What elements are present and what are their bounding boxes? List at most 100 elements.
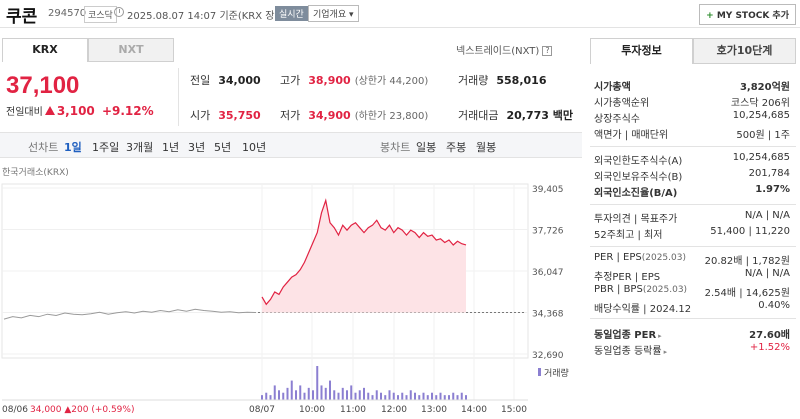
candle-chart-label: 봉차트 [380, 141, 411, 154]
volume-bar [358, 390, 361, 400]
invest-row-label: 추정PER | EPS [594, 272, 661, 283]
invest-row: 동일업종 PER ▸ 27.60배 [594, 326, 790, 341]
period-5y[interactable]: 5년 [214, 141, 232, 154]
period-3y[interactable]: 3년 [188, 141, 206, 154]
live-badge[interactable]: 실시간 [275, 6, 308, 21]
exchange-label: 한국거래소(KRX) [2, 168, 69, 178]
invest-row-label: 52주최고 | 최저 [594, 230, 663, 241]
period-1d[interactable]: 1일 [64, 141, 82, 154]
volume-bar [261, 395, 263, 400]
x-tick-label: 11:00 [340, 405, 366, 415]
market-badge: 코스닥 [84, 6, 117, 23]
invest-row-label: 상장주식수 [594, 114, 640, 125]
volume-label: 거래량 [544, 367, 569, 379]
volume-bar [426, 395, 429, 400]
divider [178, 68, 179, 126]
x-tick-label: 15:00 [501, 405, 527, 415]
volume-bar [337, 392, 340, 400]
add-my-stock-button[interactable]: + MY STOCK 추가 [699, 4, 796, 25]
invest-row-label: 시가총액 [594, 82, 631, 93]
chevron-right-icon[interactable]: ▸ [658, 332, 662, 340]
volume-bar [422, 392, 425, 400]
invest-row-value: 1.97% [755, 184, 790, 195]
invest-row-value: 10,254,685 [732, 110, 790, 121]
volume-bar [324, 387, 327, 400]
volume-bar [354, 392, 357, 400]
invest-row-label: 액면가 | 매매단위 [594, 130, 669, 141]
chevron-down-icon: ▾ [349, 10, 354, 20]
volume-bar [346, 390, 348, 400]
tab-krx[interactable]: KRX [2, 38, 88, 62]
volume-bar [409, 390, 412, 400]
period-1w[interactable]: 1주일 [92, 141, 120, 154]
price-chart[interactable]: 39,405 37,726 36,047 34,368 32,690 08/07 10:00… [0, 178, 582, 419]
volume-bar [269, 395, 272, 400]
invest-row-value: 10,254,685 [732, 152, 790, 163]
invest-row-value: 51,400 | 11,220 [710, 226, 790, 237]
stock-name: 쿠콘 [6, 7, 38, 27]
volume-bar [303, 392, 306, 400]
tab-orderbook[interactable]: 호가10단계 [693, 38, 796, 64]
volume-bar [333, 390, 336, 400]
candle-daily[interactable]: 일봉 [416, 141, 437, 154]
volume-bar [443, 395, 446, 400]
y-tick-label: 37,726 [532, 227, 564, 237]
volume-bar [431, 392, 433, 400]
invest-row-label: 시가총액순위 [594, 98, 650, 109]
candle-monthly[interactable]: 월봉 [476, 141, 497, 154]
invest-row-value: +1.52% [749, 342, 790, 353]
volume-bar [273, 385, 276, 400]
plus-icon: + [706, 11, 714, 21]
volume-bar [375, 390, 378, 400]
tab-nxt[interactable]: NXT [88, 38, 174, 62]
volume-bar [397, 395, 399, 400]
volume-bar [460, 392, 463, 400]
volume-bar [282, 392, 285, 400]
x-tick-label: 12:00 [381, 405, 407, 415]
volume-bar [456, 395, 459, 400]
volume-bar [405, 395, 408, 400]
help-icon[interactable]: ? [542, 46, 553, 56]
volume-bar [290, 380, 293, 400]
period-1y[interactable]: 1년 [162, 141, 180, 154]
invest-row-label: 외국인보유주식수(B) [594, 172, 683, 183]
period-10y[interactable]: 10년 [242, 141, 267, 154]
volume-bar [295, 390, 297, 400]
volume-bar [371, 395, 374, 400]
invest-row-value: 코스닥 206위 [730, 98, 790, 109]
invest-row-value: 2.54배 | 14,625원 [704, 288, 790, 299]
volume-bar [307, 387, 310, 400]
invest-row: 외국인소진율(B/A) 1.97% [594, 184, 790, 199]
x-tick-label: 08/07 [249, 405, 275, 415]
invest-row-value: N/A | N/A [744, 268, 790, 279]
series-area-today [262, 200, 466, 313]
volume-bar [418, 395, 421, 400]
tab-invest-info[interactable]: 투자정보 [590, 38, 693, 64]
nextrade-link[interactable]: 넥스트레이드(NXT) ? [456, 42, 553, 57]
volume-bar [414, 392, 416, 400]
price-change: 전일대비 3,100 +9.12% [6, 104, 154, 118]
volume-bar [401, 392, 404, 400]
invest-row-label: 투자의견 | 목표주가 [594, 214, 678, 225]
invest-row-label: 동일업종 PER ▸ [594, 330, 662, 341]
period-3m[interactable]: 3개월 [126, 141, 154, 154]
invest-row: 외국인보유주식수(B) 201,784 [594, 168, 790, 183]
volume-bar [435, 395, 438, 400]
stat-high: 고가 38,900 (상한가 44,200) [280, 74, 429, 87]
up-arrow-icon [44, 106, 55, 115]
invest-row: 상장주식수 10,254,685 [594, 110, 790, 125]
clock-icon [114, 7, 124, 17]
stat-amount: 거래대금 20,773 백만 [458, 109, 574, 122]
candle-weekly[interactable]: 주봉 [446, 141, 467, 154]
volume-bar [388, 390, 391, 400]
chevron-right-icon[interactable]: ▸ [663, 348, 668, 356]
y-tick-label: 34,368 [532, 310, 564, 320]
invest-row-label: PER | EPS(2025.03) [594, 252, 686, 263]
invest-row: 시가총액 3,820억원 [594, 78, 790, 93]
volume-bar [312, 390, 314, 400]
stock-header: 쿠콘 294570 코스닥 2025.08.07 14:07 기준(KRX 장중… [0, 0, 800, 28]
company-intro-button[interactable]: 기업개요 ▾ [308, 5, 359, 22]
prev-day-date: 08/06 [2, 405, 28, 415]
volume-bar [341, 387, 344, 400]
volume-bar [384, 395, 387, 400]
